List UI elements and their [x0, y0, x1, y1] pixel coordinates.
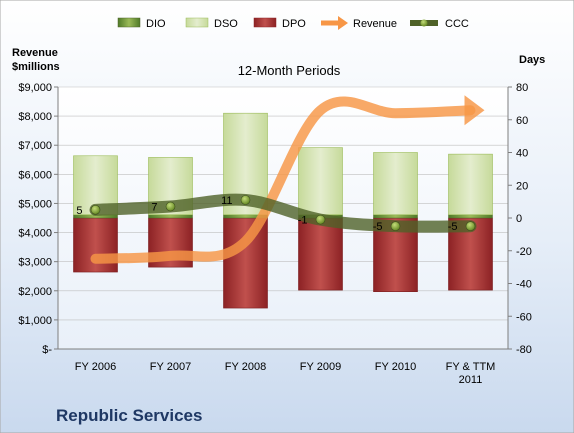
x-tick-label: FY & TTM — [446, 361, 496, 373]
revenue-layer — [90, 95, 485, 264]
legend-swatch-dso — [185, 17, 209, 28]
right-tick-label: 20 — [516, 180, 528, 192]
right-tick-label: -60 — [516, 311, 532, 323]
ccc-line — [89, 193, 477, 233]
bar-dso — [298, 147, 343, 216]
right-tick-label: 0 — [516, 213, 522, 225]
x-tick-label: FY 2008 — [225, 361, 266, 373]
plot-area — [58, 87, 508, 349]
x-tick-label-line2: 2011 — [459, 374, 483, 386]
ccc-marker — [465, 221, 476, 231]
right-tick-label: -20 — [516, 246, 532, 258]
ccc-marker — [165, 201, 176, 212]
left-axis-title-line2: $millions — [12, 61, 60, 73]
bar-dso — [373, 152, 418, 216]
ccc-marker — [390, 221, 401, 231]
bar-dpo — [223, 217, 268, 309]
left-tick-label: $6,000 — [18, 169, 52, 181]
legend-swatch-ccc-marker — [420, 19, 428, 27]
bar-dio — [373, 214, 418, 219]
x-tick-label: FY 2009 — [300, 361, 341, 373]
bar-dso — [448, 153, 493, 216]
ccc-data-label: -5 — [448, 221, 458, 233]
legend-swatch-revenue-arrow — [338, 16, 348, 30]
right-tick-label: 60 — [516, 115, 528, 127]
right-tick-label: 40 — [516, 148, 528, 160]
left-tick-label: $2,000 — [18, 286, 52, 298]
legend-label-revenue: Revenue — [353, 18, 397, 30]
ccc-marker — [90, 205, 101, 215]
ccc-layer: 5 7 11 -1 -5 -5 — [76, 193, 477, 233]
revenue-arrowhead — [464, 95, 485, 126]
legend-label-dio: DIO — [146, 18, 166, 30]
x-tick-label: FY 2010 — [375, 361, 416, 373]
left-tick-label: $8,000 — [18, 111, 52, 123]
bar-dio — [148, 214, 193, 219]
left-axis-title-line1: Revenue — [12, 47, 58, 59]
ccc-marker — [315, 214, 326, 225]
revenue-line — [90, 96, 476, 264]
ccc-data-label: 11 — [221, 195, 232, 207]
legend: DIO DSO DPO Revenue CCC — [117, 16, 469, 30]
legend-label-ccc: CCC — [445, 18, 469, 30]
right-axis-title: Days — [519, 54, 545, 66]
chart-title: 12-Month Periods — [238, 63, 341, 78]
ccc-marker — [240, 195, 251, 205]
legend-label-dpo: DPO — [282, 18, 306, 30]
ccc-data-label: 5 — [76, 205, 82, 217]
right-tick-label: -40 — [516, 279, 532, 291]
left-tick-label: $9,000 — [18, 82, 52, 94]
left-tick-label: $3,000 — [18, 257, 52, 269]
left-tick-label: $5,000 — [18, 198, 52, 210]
ccc-data-label: 7 — [151, 202, 157, 214]
ccc-data-label: -5 — [373, 221, 383, 233]
legend-swatch-dio — [117, 17, 141, 28]
right-tick-label: -80 — [516, 344, 532, 356]
x-tick-label: FY 2006 — [75, 361, 116, 373]
legend-label-dso: DSO — [214, 18, 238, 30]
left-tick-label: $7,000 — [18, 140, 52, 152]
left-tick-label: $4,000 — [18, 228, 52, 240]
ccc-data-label: -1 — [298, 215, 308, 227]
left-tick-label: $- — [42, 344, 52, 356]
right-tick-label: 80 — [516, 82, 528, 94]
axis-layer: $- $1,000 $2,000 $3,000 $4,000 $5,000 $6,000 $7… — [18, 82, 532, 386]
bar-dio — [448, 214, 493, 219]
company-name: Republic Services — [56, 406, 202, 425]
bar-dpo — [298, 217, 343, 291]
x-tick-label: FY 2007 — [150, 361, 191, 373]
legend-swatch-dpo — [253, 17, 277, 28]
left-tick-label: $1,000 — [18, 315, 52, 327]
bar-dpo — [73, 217, 118, 273]
